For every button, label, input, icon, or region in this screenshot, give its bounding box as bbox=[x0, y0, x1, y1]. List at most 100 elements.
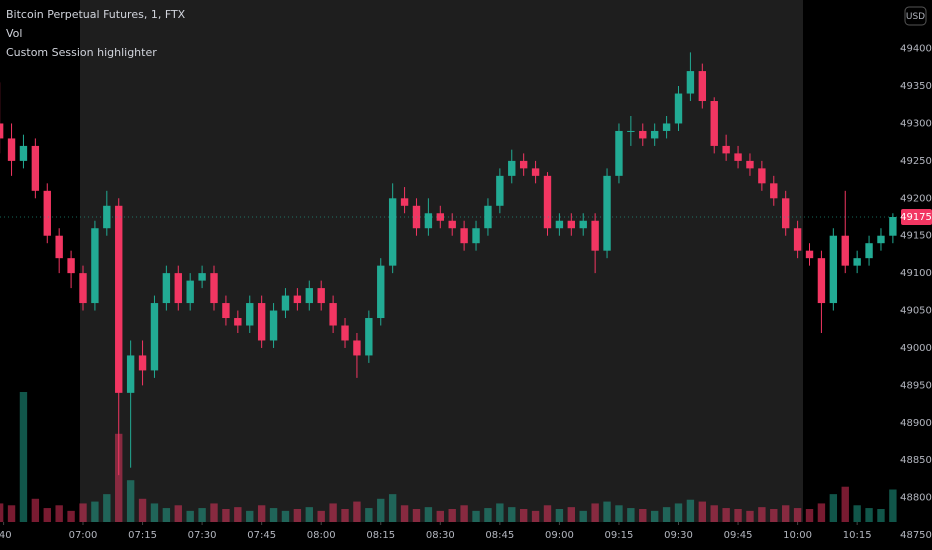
volume-bar bbox=[639, 509, 647, 522]
volume-bar bbox=[519, 509, 528, 522]
volume-bar bbox=[400, 505, 409, 522]
currency-label[interactable]: USD bbox=[906, 12, 925, 22]
volume-bar bbox=[174, 505, 182, 522]
volume-bar bbox=[698, 501, 707, 522]
volume-bar bbox=[579, 510, 587, 522]
volume-bar bbox=[567, 507, 576, 522]
candle-body bbox=[472, 228, 480, 244]
volume-bar bbox=[67, 510, 75, 522]
candle-body bbox=[496, 175, 504, 206]
x-tick-label: 09:45 bbox=[724, 530, 753, 541]
volume-bar bbox=[210, 503, 218, 522]
candle-body bbox=[674, 93, 683, 124]
volume-bar bbox=[424, 507, 433, 522]
y-tick-label: 49000 bbox=[900, 343, 932, 354]
volume-bar bbox=[555, 509, 564, 522]
volume-bar bbox=[758, 507, 766, 522]
candle-body bbox=[793, 228, 802, 251]
candle-body bbox=[686, 71, 695, 94]
y-tick-label: 48750 bbox=[900, 530, 932, 541]
y-tick-label: 48850 bbox=[900, 455, 932, 466]
x-tick-label: 08:45 bbox=[485, 530, 514, 541]
volume-bar bbox=[496, 503, 504, 522]
volume-bar bbox=[591, 503, 599, 522]
volume-bar bbox=[234, 507, 242, 522]
candle-body bbox=[198, 273, 206, 281]
candle-body bbox=[150, 303, 159, 371]
x-tick-label: 09:00 bbox=[545, 530, 574, 541]
y-tick-label: 49400 bbox=[900, 44, 932, 55]
volume-bar bbox=[31, 498, 40, 522]
chart-title: Bitcoin Perpetual Futures, 1, FTX bbox=[6, 8, 186, 21]
volume-bar bbox=[508, 507, 516, 522]
volume-bar bbox=[222, 509, 230, 522]
candle-body bbox=[770, 183, 778, 199]
candle-body bbox=[722, 145, 730, 154]
volume-bar bbox=[674, 503, 683, 522]
volume-bar bbox=[305, 507, 313, 522]
candle-body bbox=[781, 198, 790, 229]
y-tick-label: 49200 bbox=[900, 193, 932, 204]
volume-bar bbox=[353, 501, 361, 522]
volume-bar bbox=[472, 510, 480, 522]
candle-body bbox=[853, 258, 861, 266]
y-tick-label: 49350 bbox=[900, 81, 932, 92]
volume-bar bbox=[448, 509, 456, 522]
candle-body bbox=[579, 220, 587, 229]
y-tick-label: 48900 bbox=[900, 418, 932, 429]
y-tick-label: 49300 bbox=[900, 118, 932, 129]
candle-body bbox=[67, 258, 75, 274]
y-tick-label: 48950 bbox=[900, 380, 932, 391]
candle-body bbox=[448, 220, 456, 229]
y-tick-label: 49150 bbox=[900, 231, 932, 242]
candle-body bbox=[19, 145, 28, 161]
x-tick-label: 09:30 bbox=[664, 530, 693, 541]
candle-body bbox=[734, 153, 742, 161]
volume-bar bbox=[412, 509, 421, 522]
y-tick-label: 49050 bbox=[900, 306, 932, 317]
candle-body bbox=[43, 190, 51, 236]
candle-body bbox=[615, 130, 623, 176]
candle-body bbox=[246, 303, 254, 326]
volume-bar bbox=[734, 509, 742, 522]
volume-bar bbox=[603, 501, 611, 522]
currency-button[interactable] bbox=[904, 6, 927, 26]
x-tick-label: 08:30 bbox=[426, 530, 455, 541]
volume-bar bbox=[138, 498, 147, 522]
volume-bar bbox=[281, 510, 290, 522]
candle-body bbox=[877, 235, 885, 244]
x-tick-label: 10:15 bbox=[843, 530, 872, 541]
candle-body bbox=[841, 235, 849, 266]
y-tick-label: 49100 bbox=[900, 268, 932, 279]
volume-bar bbox=[865, 508, 873, 522]
volume-bar bbox=[770, 509, 778, 522]
candle-body bbox=[662, 123, 671, 131]
volume-bar bbox=[341, 509, 349, 522]
volume-bar bbox=[460, 505, 468, 522]
candle-body bbox=[746, 160, 754, 169]
candle-body bbox=[281, 295, 290, 311]
candle-body bbox=[162, 273, 171, 304]
candle-body bbox=[329, 303, 337, 326]
volume-bar bbox=[7, 505, 16, 522]
volume-bar bbox=[257, 505, 266, 522]
volume-bar bbox=[317, 510, 325, 522]
volume-bar bbox=[198, 508, 206, 522]
candle-body bbox=[817, 258, 826, 304]
volume-bar bbox=[662, 507, 671, 522]
time-axis bbox=[0, 522, 900, 550]
volume-bar bbox=[388, 494, 397, 522]
candle-body bbox=[7, 138, 16, 161]
candle-body bbox=[400, 198, 409, 206]
candle-body bbox=[555, 220, 564, 229]
candle-body bbox=[805, 250, 814, 259]
volume-bar bbox=[853, 505, 861, 522]
candle-body bbox=[591, 220, 599, 251]
volume-bar bbox=[686, 499, 695, 522]
volume-bar bbox=[269, 508, 278, 522]
candle-body bbox=[519, 160, 528, 169]
candle-body bbox=[234, 318, 242, 326]
volume-bar bbox=[0, 503, 4, 522]
volume-bar bbox=[126, 480, 135, 522]
volume-bar bbox=[841, 486, 849, 522]
